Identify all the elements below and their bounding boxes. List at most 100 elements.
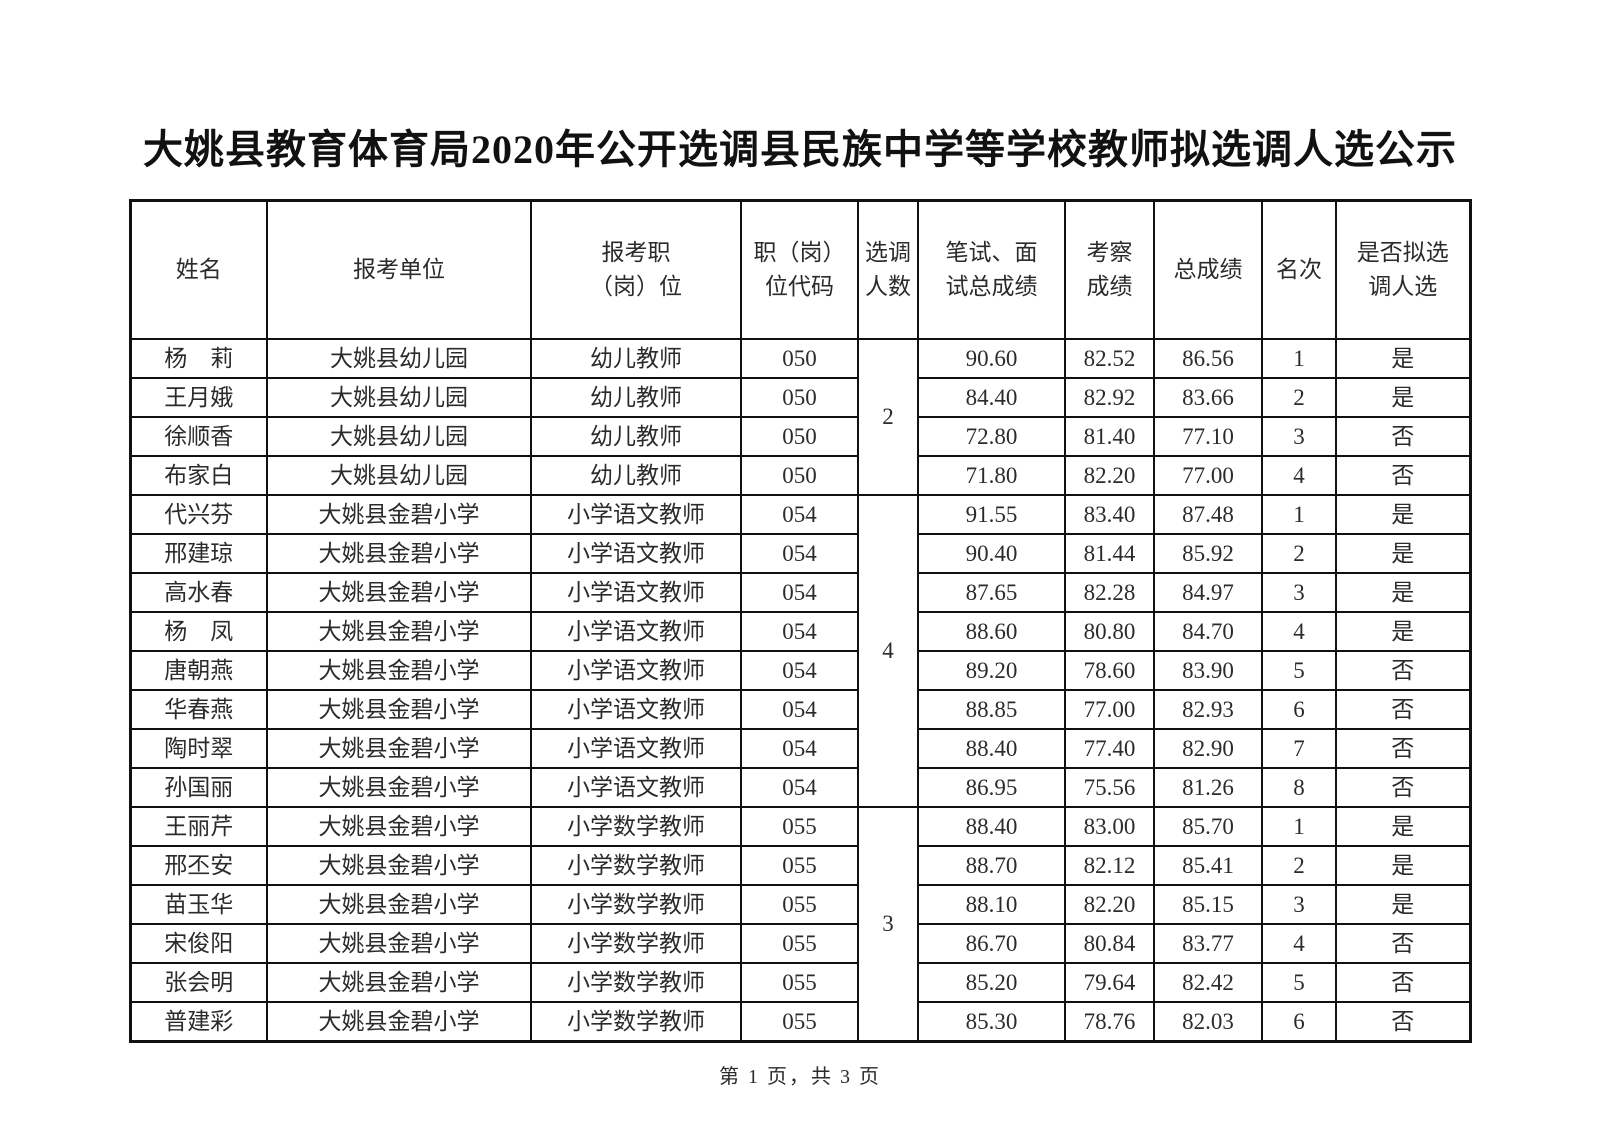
- unit-cell: 大姚县金碧小学: [266, 806, 532, 847]
- unit-cell: 大姚县金碧小学: [266, 923, 532, 964]
- selected-flag-cell: 否: [1335, 728, 1471, 769]
- table-row: 苗玉华 大姚县金碧小学 小学数学教师 055 88.10 82.20 85.15 3 是: [129, 884, 1471, 925]
- rank-cell: 8: [1261, 767, 1337, 808]
- unit-cell: 大姚县幼儿园: [266, 377, 532, 418]
- inspection-score-cell: 77.40: [1064, 728, 1155, 769]
- candidate-name-cell: 宋俊阳: [129, 923, 268, 964]
- rank-cell: 1: [1261, 494, 1337, 535]
- total-score-cell: 82.90: [1153, 728, 1263, 769]
- unit-cell: 大姚县幼儿园: [266, 455, 532, 496]
- exam-score-cell: 85.30: [917, 1001, 1066, 1043]
- unit-cell: 大姚县金碧小学: [266, 611, 532, 652]
- col-header-name: 姓名: [129, 199, 268, 340]
- exam-score-cell: 88.40: [917, 728, 1066, 769]
- total-score-cell: 82.03: [1153, 1001, 1263, 1043]
- selected-flag-cell: 否: [1335, 923, 1471, 964]
- table-row: 孙国丽 大姚县金碧小学 小学语文教师 054 86.95 75.56 81.26 8 否: [129, 767, 1471, 808]
- col-header-selected: 是否拟选 调人选: [1335, 199, 1471, 340]
- rank-cell: 1: [1261, 806, 1337, 847]
- position-code-cell: 050: [740, 377, 859, 418]
- rank-cell: 3: [1261, 416, 1337, 457]
- position-cell: 小学语文教师: [530, 611, 742, 652]
- rank-cell: 2: [1261, 377, 1337, 418]
- selected-flag-cell: 是: [1335, 494, 1471, 535]
- position-cell: 小学语文教师: [530, 494, 742, 535]
- table-row: 徐顺香 大姚县幼儿园 幼儿教师 050 72.80 81.40 77.10 3 否: [129, 416, 1471, 457]
- quota-cell: 2: [857, 338, 919, 496]
- candidate-name-cell: 苗玉华: [129, 884, 268, 925]
- inspection-score-cell: 78.60: [1064, 650, 1155, 691]
- candidate-name-cell: 普建彩: [129, 1001, 268, 1043]
- quota-cell: 3: [857, 806, 919, 1043]
- candidate-name-cell: 邢建琼: [129, 533, 268, 574]
- position-code-cell: 054: [740, 494, 859, 535]
- unit-cell: 大姚县金碧小学: [266, 650, 532, 691]
- position-cell: 小学语文教师: [530, 767, 742, 808]
- exam-score-cell: 84.40: [917, 377, 1066, 418]
- exam-score-cell: 89.20: [917, 650, 1066, 691]
- exam-score-cell: 87.65: [917, 572, 1066, 613]
- inspection-score-cell: 82.92: [1064, 377, 1155, 418]
- candidates-table: 姓名 报考单位 报考职 （岗）位 职（岗） 位代码 选调 人数 笔试、面 试总成…: [128, 199, 1472, 1043]
- col-header-quota: 选调 人数: [857, 199, 919, 340]
- exam-score-cell: 86.95: [917, 767, 1066, 808]
- exam-score-cell: 90.60: [917, 338, 1066, 379]
- exam-score-cell: 88.85: [917, 689, 1066, 730]
- rank-cell: 5: [1261, 962, 1337, 1003]
- total-score-cell: 81.26: [1153, 767, 1263, 808]
- total-score-cell: 86.56: [1153, 338, 1263, 379]
- unit-cell: 大姚县金碧小学: [266, 1001, 532, 1043]
- rank-cell: 4: [1261, 923, 1337, 964]
- position-code-cell: 055: [740, 962, 859, 1003]
- position-cell: 小学语文教师: [530, 728, 742, 769]
- position-code-cell: 054: [740, 533, 859, 574]
- rank-cell: 1: [1261, 338, 1337, 379]
- inspection-score-cell: 78.76: [1064, 1001, 1155, 1043]
- exam-score-cell: 85.20: [917, 962, 1066, 1003]
- selected-flag-cell: 否: [1335, 767, 1471, 808]
- rank-cell: 2: [1261, 845, 1337, 886]
- col-header-position-code: 职（岗） 位代码: [740, 199, 859, 340]
- position-code-cell: 050: [740, 455, 859, 496]
- position-cell: 小学语文教师: [530, 650, 742, 691]
- position-code-cell: 050: [740, 416, 859, 457]
- table-row: 王丽芹 大姚县金碧小学 小学数学教师 055 3 88.40 83.00 85.70 1 是: [129, 806, 1471, 1043]
- position-cell: 幼儿教师: [530, 377, 742, 418]
- rank-cell: 3: [1261, 884, 1337, 925]
- position-code-cell: 054: [740, 650, 859, 691]
- selected-flag-cell: 是: [1335, 572, 1471, 613]
- selected-flag-cell: 否: [1335, 962, 1471, 1003]
- candidate-name-cell: 华春燕: [129, 689, 268, 730]
- inspection-score-cell: 75.56: [1064, 767, 1155, 808]
- col-header-total-score: 总成绩: [1153, 199, 1263, 340]
- candidate-name-cell: 唐朝燕: [129, 650, 268, 691]
- unit-cell: 大姚县金碧小学: [266, 533, 532, 574]
- inspection-score-cell: 83.40: [1064, 494, 1155, 535]
- table-row: 王月娥 大姚县幼儿园 幼儿教师 050 84.40 82.92 83.66 2 是: [129, 377, 1471, 418]
- total-score-cell: 85.92: [1153, 533, 1263, 574]
- unit-cell: 大姚县金碧小学: [266, 767, 532, 808]
- table-row: 邢建琼 大姚县金碧小学 小学语文教师 054 90.40 81.44 85.92 2 是: [129, 533, 1471, 574]
- exam-score-cell: 86.70: [917, 923, 1066, 964]
- total-score-cell: 82.93: [1153, 689, 1263, 730]
- table-row: 邢丕安 大姚县金碧小学 小学数学教师 055 88.70 82.12 85.41 2 是: [129, 845, 1471, 886]
- candidate-name-cell: 布家白: [129, 455, 268, 496]
- exam-score-cell: 72.80: [917, 416, 1066, 457]
- total-score-cell: 87.48: [1153, 494, 1263, 535]
- unit-cell: 大姚县金碧小学: [266, 884, 532, 925]
- inspection-score-cell: 82.28: [1064, 572, 1155, 613]
- inspection-score-cell: 81.44: [1064, 533, 1155, 574]
- position-cell: 小学语文教师: [530, 572, 742, 613]
- table-row: 宋俊阳 大姚县金碧小学 小学数学教师 055 86.70 80.84 83.77 4 否: [129, 923, 1471, 964]
- quota-cell: 4: [857, 494, 919, 808]
- total-score-cell: 83.77: [1153, 923, 1263, 964]
- unit-cell: 大姚县金碧小学: [266, 845, 532, 886]
- candidate-name-cell: 孙国丽: [129, 767, 268, 808]
- position-cell: 小学数学教师: [530, 962, 742, 1003]
- exam-score-cell: 88.70: [917, 845, 1066, 886]
- position-cell: 小学数学教师: [530, 1001, 742, 1043]
- exam-score-cell: 88.60: [917, 611, 1066, 652]
- candidate-name-cell: 徐顺香: [129, 416, 268, 457]
- col-header-unit: 报考单位: [266, 199, 532, 340]
- candidate-name-cell: 王月娥: [129, 377, 268, 418]
